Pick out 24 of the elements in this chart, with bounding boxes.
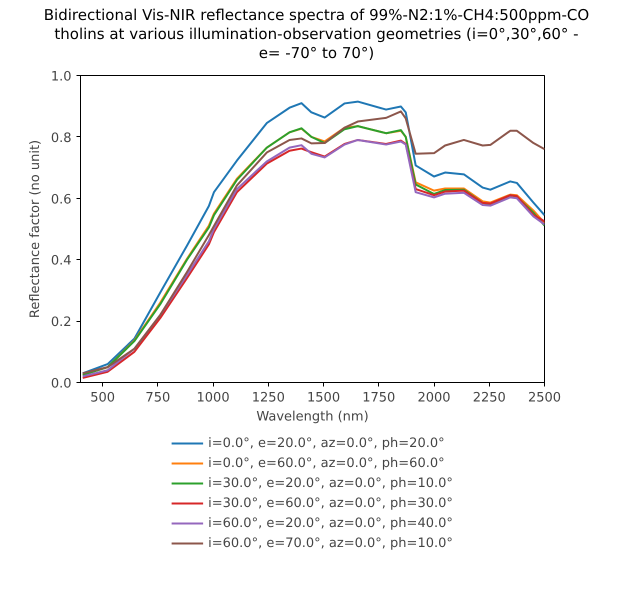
x-tick-label: 2000 — [417, 390, 451, 406]
y-axis-title: Reflectance factor (no unit) — [28, 140, 43, 318]
legend-label: i=0.0°, e=60.0°, az=0.0°, ph=60.0° — [208, 454, 445, 472]
x-tick-label: 1000 — [196, 390, 230, 406]
chart-title: Bidirectional Vis-NIR reflectance spectra of 99%-N2:1%-CH4:500ppm-CO tholins at various illumination-observation geometries (i=0°,30°,60° - e= -70° to 70°) — [44, 6, 590, 62]
x-tick-label: 750 — [145, 390, 170, 406]
legend-label: i=30.0°, e=60.0°, az=0.0°, ph=30.0° — [208, 494, 453, 512]
x-tick-label: 2250 — [472, 390, 506, 406]
x-tick-label: 1500 — [307, 390, 340, 406]
y-tick-label: 1.0 — [50, 70, 72, 85]
y-tick-label: 0.0 — [50, 376, 72, 392]
x-tick-label: 1250 — [252, 390, 285, 406]
x-tick-label: 500 — [90, 390, 116, 406]
x-tick-label: 1750 — [362, 390, 396, 406]
legend-label: i=0.0°, e=20.0°, az=0.0°, ph=20.0° — [208, 434, 445, 452]
legend-label: i=60.0°, e=20.0°, az=0.0°, ph=40.0° — [208, 514, 453, 532]
legend-label: i=30.0°, e=20.0°, az=0.0°, ph=10.0° — [208, 474, 453, 492]
y-tick-label: 0.8 — [50, 131, 72, 146]
y-tick-label: 0.4 — [50, 254, 72, 269]
x-tick-label: 2500 — [528, 390, 562, 406]
x-axis-title: Wavelength (nm) — [256, 410, 369, 425]
y-tick-label: 0.2 — [50, 315, 72, 330]
legend-label: i=60.0°, e=70.0°, az=0.0°, ph=10.0° — [208, 534, 453, 552]
y-tick-label: 0.6 — [50, 192, 72, 208]
